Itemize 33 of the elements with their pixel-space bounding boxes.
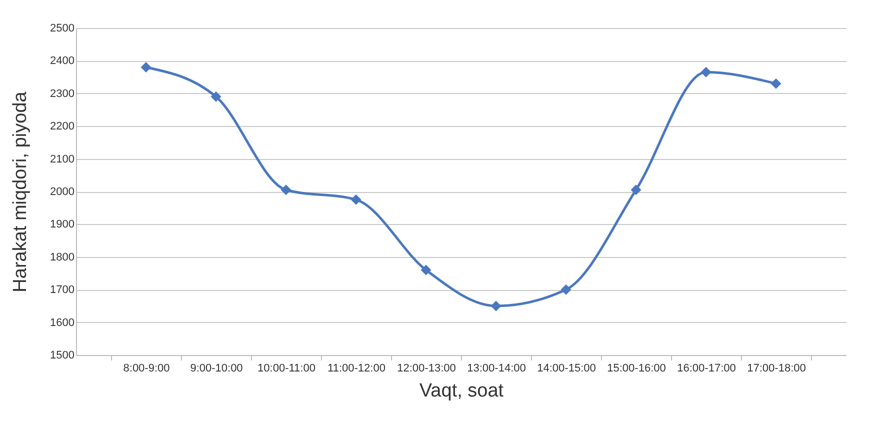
y-tick-label: 1500 — [50, 350, 74, 362]
y-tick-label: 1900 — [50, 218, 74, 231]
y-tick-label: 1700 — [50, 284, 74, 296]
y-tick-label: 2300 — [50, 88, 74, 100]
x-tick-label: 15:00-16:00 — [607, 362, 666, 374]
x-tick-label: 16:00-17:00 — [677, 362, 736, 374]
point — [770, 78, 782, 89]
x-tick-label: 10:00-11:00 — [258, 362, 316, 374]
x-axis-title: Vaqt, soat — [419, 380, 504, 402]
point — [700, 66, 712, 78]
x-tick-label: 17:00-18:00 — [747, 362, 806, 374]
y-tick-label: 2000 — [50, 186, 74, 198]
point — [630, 184, 642, 196]
x-tick-label: 8:00-9:00 — [123, 362, 170, 374]
point — [210, 91, 222, 102]
y-tick-label: 2200 — [50, 120, 74, 133]
point — [490, 300, 502, 312]
x-tick-label: 12:00-13:00 — [397, 362, 456, 374]
point — [350, 194, 362, 205]
y-tick-label: 2100 — [50, 153, 74, 166]
y-tick-label: 2500 — [50, 22, 74, 34]
y-tick-label: 1800 — [50, 251, 74, 264]
point — [420, 264, 432, 276]
x-tick-label: 14:00-15:00 — [537, 362, 596, 374]
x-tick-label: 11:00-12:00 — [328, 362, 386, 374]
y-tick-label: 2400 — [50, 55, 74, 68]
y-tick-label: 1600 — [50, 316, 74, 329]
x-tick-label: 9:00-10:00 — [190, 362, 243, 374]
point — [140, 62, 152, 72]
y-axis-title: Harakat miqdori, piyoda — [10, 91, 32, 292]
x-tick-label: 13:00-14:00 — [467, 362, 526, 374]
point — [280, 184, 292, 196]
point — [560, 284, 572, 295]
